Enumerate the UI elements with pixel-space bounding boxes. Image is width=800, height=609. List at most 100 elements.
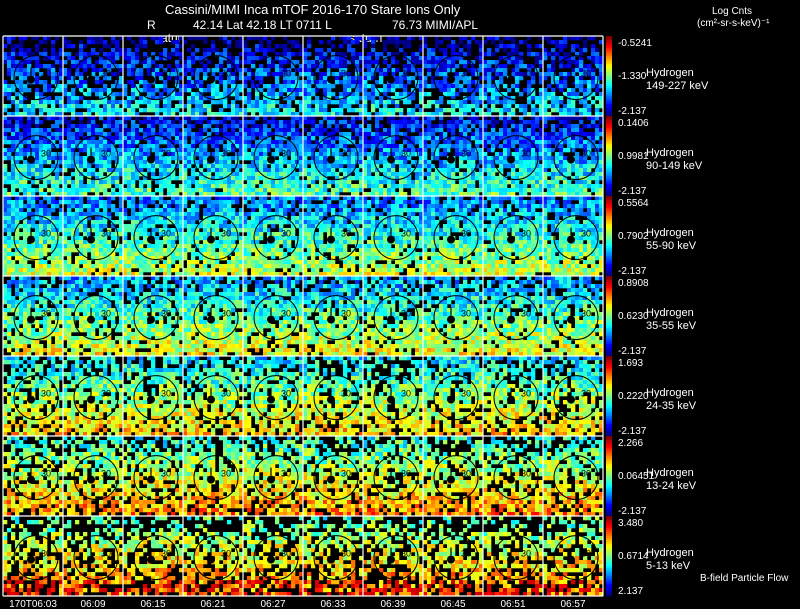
heatmap-cell	[167, 184, 172, 189]
heatmap-cell	[487, 184, 492, 189]
heatmap-cell	[583, 44, 588, 49]
heatmap-cell	[71, 136, 76, 141]
heatmap-cell	[383, 132, 388, 137]
heatmap-cell	[515, 148, 520, 153]
heatmap-cell	[23, 96, 28, 101]
heatmap-cell	[51, 112, 56, 117]
heatmap-cell	[123, 172, 128, 177]
heatmap-cell	[147, 140, 152, 145]
heatmap-cell	[551, 76, 556, 81]
heatmap-cell	[107, 88, 112, 93]
heatmap-cell	[63, 152, 68, 157]
heatmap-cell	[199, 152, 204, 157]
heatmap-cell	[583, 180, 588, 185]
heatmap-cell	[43, 144, 48, 149]
heatmap-cell	[259, 184, 264, 189]
heatmap-cell	[11, 84, 16, 89]
heatmap-cell	[23, 68, 28, 73]
heatmap-cell	[27, 144, 32, 149]
heatmap-cell	[579, 76, 584, 81]
heatmap-cell	[51, 48, 56, 53]
heatmap-cell	[543, 56, 548, 61]
heatmap-cell	[263, 144, 268, 149]
heatmap-cell	[207, 132, 212, 137]
heatmap-cell	[119, 136, 124, 141]
heatmap-cell	[291, 148, 296, 153]
heatmap-cell	[295, 156, 300, 161]
heatmap-cell	[251, 56, 256, 61]
heatmap-cell	[415, 116, 420, 121]
heatmap-cell	[127, 164, 132, 169]
heatmap-cell	[579, 168, 584, 173]
heatmap-cell	[319, 48, 324, 53]
heatmap-cell	[255, 132, 260, 137]
heatmap-cell	[367, 128, 372, 133]
heatmap-cell	[71, 124, 76, 129]
heatmap-cell	[447, 136, 452, 141]
heatmap-cell	[183, 156, 188, 161]
heatmap-cell	[239, 112, 244, 117]
heatmap-cell	[279, 144, 284, 149]
heatmap-cell	[507, 172, 512, 177]
heatmap-cell	[575, 188, 580, 193]
heatmap-cell	[279, 64, 284, 69]
heatmap-cell	[423, 136, 428, 141]
heatmap-cell	[391, 84, 396, 89]
heatmap-cell	[595, 108, 600, 113]
heatmap-cell	[27, 164, 32, 169]
heatmap-cell	[211, 180, 216, 185]
heatmap-cell	[99, 88, 104, 93]
heatmap-cell	[419, 120, 424, 125]
heatmap-cell	[579, 72, 584, 77]
heatmap-cell	[487, 188, 492, 193]
heatmap-cell	[187, 144, 192, 149]
heatmap-cell	[87, 112, 92, 117]
heatmap-cell	[87, 40, 92, 45]
heatmap-cell	[499, 180, 504, 185]
heatmap-cell	[123, 152, 128, 157]
heatmap-cell	[179, 96, 184, 101]
heatmap-cell	[239, 52, 244, 57]
heatmap-cell	[315, 132, 320, 137]
heatmap-cell	[351, 148, 356, 153]
heatmap-cell	[59, 64, 64, 69]
heatmap-cell	[527, 80, 532, 85]
heatmap-cell	[563, 192, 568, 197]
heatmap-cell	[115, 152, 120, 157]
heatmap-cell	[247, 60, 252, 65]
heatmap-cell	[19, 44, 24, 49]
heatmap-cell	[135, 92, 140, 97]
heatmap-cell	[15, 268, 20, 273]
heatmap-cell	[579, 116, 584, 121]
heatmap-cell	[575, 180, 580, 185]
heatmap-cell	[303, 188, 308, 193]
heatmap-cell	[39, 192, 44, 197]
heatmap-cell	[123, 160, 128, 165]
heatmap-cell	[59, 272, 64, 277]
heatmap-cell	[571, 56, 576, 61]
heatmap-cell	[287, 112, 292, 117]
heatmap-cell	[491, 156, 496, 161]
heatmap-cell	[79, 140, 84, 145]
heatmap-cell	[251, 192, 256, 197]
heatmap-cell	[575, 184, 580, 189]
heatmap-cell	[123, 136, 128, 141]
heatmap-cell	[575, 176, 580, 181]
heatmap-cell	[111, 140, 116, 145]
heatmap-cell	[363, 180, 368, 185]
heatmap-cell	[67, 128, 72, 133]
heatmap-cell	[159, 40, 164, 45]
heatmap-cell	[479, 184, 484, 189]
heatmap-cell	[243, 156, 248, 161]
heatmap-cell	[579, 56, 584, 61]
heatmap-cell	[487, 176, 492, 181]
heatmap-cell	[491, 128, 496, 133]
heatmap-cell	[43, 232, 48, 237]
heatmap-cell	[467, 40, 472, 45]
heatmap-cell	[427, 160, 432, 165]
heatmap-cell	[23, 240, 28, 245]
heatmap-cell	[31, 36, 36, 41]
heatmap-cell	[455, 116, 460, 121]
heatmap-cell	[331, 188, 336, 193]
heatmap-cell	[295, 188, 300, 193]
